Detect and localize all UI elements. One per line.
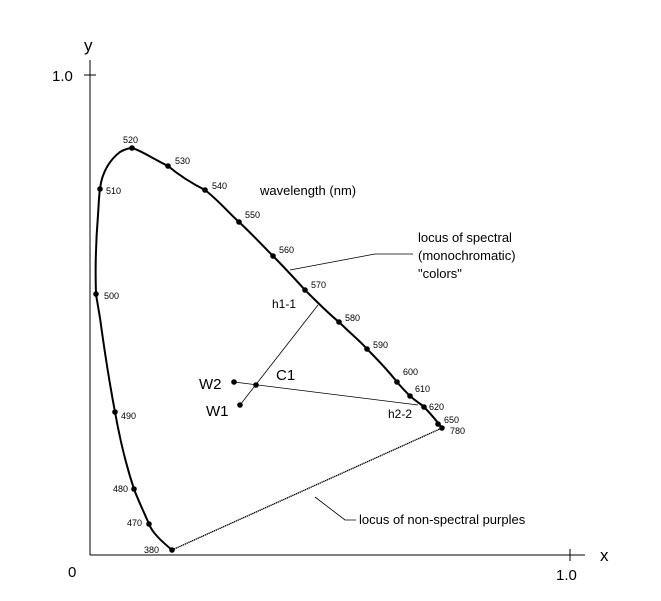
wl-label-560: 560 — [279, 245, 294, 255]
wl-label-590: 590 — [373, 340, 388, 350]
construction: W1 W2 C1 h1-1 h2-2 — [199, 297, 419, 421]
wl-label-480: 480 — [113, 484, 128, 494]
x-tick-label: 1.0 — [556, 567, 577, 584]
wl-label-580: 580 — [345, 313, 360, 323]
wavelength-points — [93, 145, 445, 553]
wl-point-540 — [202, 187, 208, 193]
h2-label: h2-2 — [388, 407, 412, 421]
wl-label-520: 520 — [123, 135, 138, 145]
c1-label: C1 — [276, 367, 295, 384]
wl-label-620: 620 — [429, 402, 444, 412]
axes: y x 1.0 1.0 0 — [52, 36, 609, 584]
w2-h2-line — [233, 381, 419, 406]
spectral-locus-label-line3: "colors" — [418, 266, 462, 281]
wl-label-530: 530 — [175, 156, 190, 166]
w2-label: W2 — [199, 376, 222, 393]
wl-point-580 — [336, 319, 342, 325]
w1-label: W1 — [206, 403, 229, 420]
wavelength-title: wavelength (nm) — [259, 183, 356, 198]
wl-label-510: 510 — [106, 186, 121, 196]
wl-point-470 — [146, 521, 152, 527]
purples-locus-leader — [314, 496, 356, 521]
c1-point — [253, 382, 259, 388]
wl-point-590 — [364, 346, 370, 352]
x-axis-label: x — [600, 546, 609, 565]
origin-label: 0 — [68, 564, 76, 581]
wl-point-600 — [394, 379, 400, 385]
wl-label-550: 550 — [245, 210, 260, 220]
wl-label-490: 490 — [121, 411, 136, 421]
spectral-locus-label-line1: locus of spectral — [418, 230, 512, 245]
w1-point — [237, 402, 243, 408]
wl-point-780 — [439, 425, 445, 431]
wl-label-540: 540 — [212, 181, 227, 191]
wl-point-520 — [129, 145, 135, 151]
wl-label-470: 470 — [127, 518, 142, 528]
wavelength-labels: 520 530 540 550 560 570 580 590 600 610 … — [104, 135, 465, 555]
annotations: wavelength (nm) locus of spectral (monoc… — [259, 183, 526, 527]
wl-label-500: 500 — [104, 291, 119, 301]
wl-point-480 — [131, 486, 137, 492]
spectral-locus-label-line2: (monochromatic) — [418, 248, 516, 263]
wl-point-500 — [93, 291, 99, 297]
wl-point-380 — [169, 547, 175, 553]
wl-point-610 — [407, 393, 413, 399]
wl-label-570: 570 — [311, 280, 326, 290]
wl-point-510 — [97, 186, 103, 192]
spectral-locus-leader — [289, 253, 413, 271]
wl-label-780: 780 — [450, 426, 465, 436]
wl-label-600: 600 — [403, 367, 418, 377]
wl-label-380: 380 — [144, 545, 159, 555]
wl-point-490 — [112, 409, 118, 415]
purples-locus-label: locus of non-spectral purples — [359, 512, 526, 527]
y-tick-label: 1.0 — [52, 68, 73, 85]
w2-point — [231, 379, 237, 385]
y-axis-label: y — [84, 36, 93, 55]
wl-label-610: 610 — [415, 384, 430, 394]
purples-locus-line — [171, 427, 443, 551]
spectral-locus-curve — [94, 146, 443, 551]
wl-point-570 — [302, 287, 308, 293]
wl-label-650: 650 — [444, 415, 459, 425]
w1-h1-line — [239, 304, 319, 406]
h1-label: h1-1 — [272, 297, 296, 311]
wl-point-530 — [165, 163, 171, 169]
wl-point-620 — [421, 404, 427, 410]
wl-point-550 — [236, 219, 242, 225]
wl-point-650 — [435, 421, 441, 427]
wl-point-560 — [270, 253, 276, 259]
